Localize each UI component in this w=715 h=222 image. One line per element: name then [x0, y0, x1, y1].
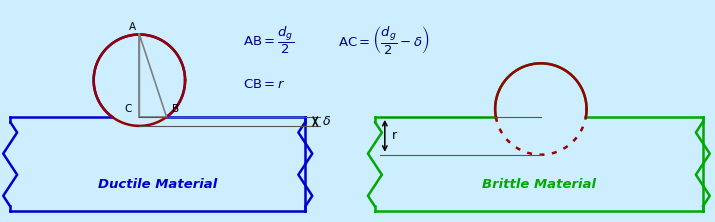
Text: Brittle Material: Brittle Material [482, 178, 596, 191]
Text: B: B [172, 104, 179, 114]
Text: r: r [392, 129, 397, 142]
Text: $\delta$: $\delta$ [322, 115, 331, 128]
Text: $\mathrm{CB} = r$: $\mathrm{CB} = r$ [242, 78, 285, 91]
Text: A: A [129, 22, 136, 32]
Text: C: C [124, 104, 132, 114]
Text: $\mathrm{AB} = \dfrac{d_g}{2}$: $\mathrm{AB} = \dfrac{d_g}{2}$ [242, 25, 294, 56]
Text: $\mathrm{AC} = \left(\dfrac{d_g}{2} - \delta\right)$: $\mathrm{AC} = \left(\dfrac{d_g}{2} - \d… [338, 24, 430, 56]
Text: Ductile Material: Ductile Material [98, 178, 217, 191]
